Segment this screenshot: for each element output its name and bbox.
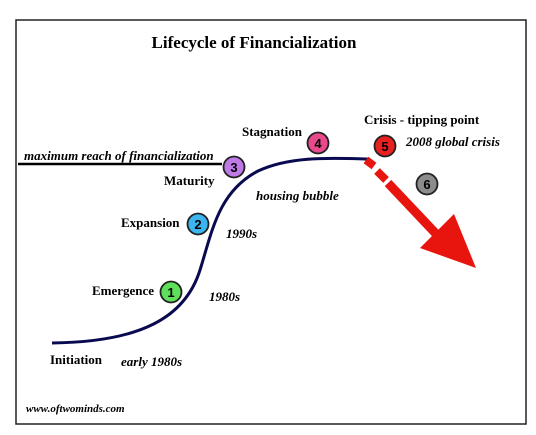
stage-3-number: 3 — [230, 160, 237, 175]
lifecycle-curve — [51, 156, 369, 345]
max-reach-label: maximum reach of financialization — [24, 148, 214, 163]
stage-4-number: 4 — [314, 136, 322, 151]
stage-marker-5: 5 — [373, 134, 397, 158]
diagram-title: Lifecycle of Financialization — [152, 33, 357, 52]
initiation-label: Initiation — [50, 352, 103, 367]
stage-4-circle — [306, 131, 330, 155]
arrow-shaft — [384, 179, 444, 242]
stage-marker-6: 6 — [415, 172, 439, 196]
stage-marker-1: 1 — [159, 280, 183, 304]
stage-marker-2: 2 — [186, 212, 210, 236]
arrow-head — [420, 214, 476, 268]
arrow-dash-1 — [363, 156, 377, 170]
initiation-period: early 1980s — [121, 354, 182, 369]
diagram-border — [15, 19, 527, 425]
stage-4-label: Stagnation — [242, 124, 303, 139]
stage-2-number: 2 — [194, 217, 201, 232]
stage-3-label: Maturity — [164, 173, 215, 188]
stage-2-circle — [186, 212, 210, 236]
stage-1-number: 1 — [167, 285, 174, 300]
stage-3-circle — [222, 155, 246, 179]
stage-5-period: 2008 global crisis — [405, 134, 500, 149]
stage-1-label: Emergence — [92, 283, 154, 298]
stage-1-circle — [159, 280, 183, 304]
stage-2-label: Expansion — [121, 215, 180, 230]
stage-marker-4: 4 — [306, 131, 330, 155]
stage-1-period: 1980s — [209, 289, 240, 304]
stage-6-circle — [415, 172, 439, 196]
site-credit: www.oftwominds.com — [26, 403, 125, 415]
stage-4-period: housing bubble — [256, 188, 339, 203]
stage-2-period: 1990s — [226, 226, 257, 241]
stage-5-number: 5 — [381, 139, 388, 154]
crisis-arrow — [363, 156, 476, 268]
arrow-dash-2 — [374, 168, 389, 183]
stage-marker-3: 3 — [222, 155, 246, 179]
stage-6-number: 6 — [423, 177, 430, 192]
stage-5-label: Crisis - tipping point — [364, 112, 480, 127]
stage-5-circle — [373, 134, 397, 158]
